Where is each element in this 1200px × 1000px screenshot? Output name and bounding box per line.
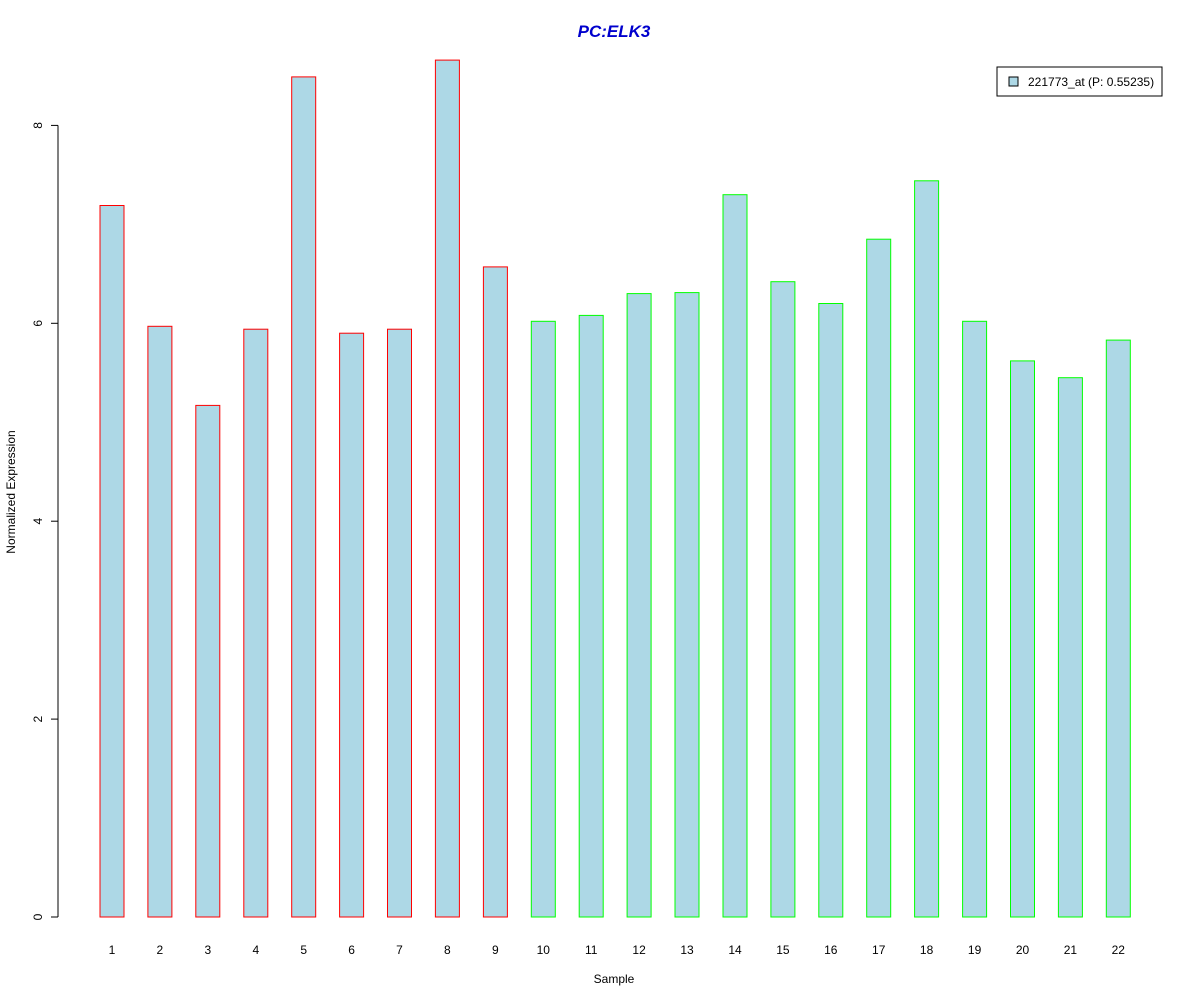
bar	[578, 314, 604, 918]
y-tick-label: 4	[31, 518, 45, 525]
x-tick-label: 10	[537, 943, 551, 957]
bar	[1057, 377, 1083, 918]
x-tick-label: 20	[1016, 943, 1030, 957]
bar	[99, 205, 125, 918]
x-tick-label: 11	[585, 943, 598, 957]
bars-group	[99, 59, 1131, 918]
x-tick-label: 5	[300, 943, 307, 957]
x-tick-label: 3	[204, 943, 211, 957]
x-tick-label: 1	[109, 943, 116, 957]
bar	[291, 76, 317, 918]
legend-label: 221773_at (P: 0.55235)	[1028, 75, 1154, 89]
x-tick-label: 12	[632, 943, 646, 957]
x-tick-label: 15	[776, 943, 790, 957]
bar	[866, 238, 892, 918]
legend-swatch	[1008, 76, 1019, 87]
bar	[914, 180, 940, 918]
bar	[387, 328, 412, 918]
x-axis-label: Sample	[594, 972, 635, 986]
bar	[482, 266, 508, 918]
bar	[339, 332, 365, 918]
x-tick-label: 16	[824, 943, 838, 957]
bar	[530, 320, 556, 918]
bar	[243, 328, 269, 918]
x-tick-label: 22	[1112, 943, 1126, 957]
y-tick-label: 2	[31, 715, 45, 722]
bar	[818, 303, 844, 918]
y-tick-label: 8	[31, 122, 45, 129]
bar	[722, 194, 748, 918]
bar	[962, 320, 988, 918]
x-tick-label: 19	[968, 943, 982, 957]
x-tick-label: 17	[872, 943, 886, 957]
x-tick-label: 9	[492, 943, 499, 957]
y-axis-label: Normalized Expression	[4, 430, 18, 553]
x-tick-labels: 1 2 3 4 5 6 7 8 9 10 11 12 13 14 15 16 17 18 19 20 21 22	[109, 943, 1126, 957]
x-tick-label: 21	[1064, 943, 1078, 957]
bar	[770, 281, 796, 918]
bar	[1010, 360, 1035, 918]
bar	[195, 404, 221, 918]
bar	[626, 293, 652, 918]
x-tick-label: 13	[680, 943, 694, 957]
x-tick-label: 18	[920, 943, 934, 957]
bar	[674, 292, 700, 918]
x-tick-label: 14	[728, 943, 742, 957]
bar	[434, 59, 460, 918]
x-tick-label: 8	[444, 943, 451, 957]
y-tick-label: 0	[31, 913, 45, 920]
y-tick-label: 6	[31, 320, 45, 327]
x-tick-label: 4	[252, 943, 259, 957]
y-axis: 0 2 4 6 8	[31, 122, 59, 920]
legend: 221773_at (P: 0.55235)	[996, 66, 1163, 97]
bar	[1105, 339, 1131, 918]
bar	[147, 325, 173, 918]
legend-box	[996, 66, 1163, 97]
x-tick-label: 7	[396, 943, 403, 957]
x-tick-label: 2	[157, 943, 164, 957]
chart-title: PC:ELK3	[578, 22, 651, 41]
x-tick-label: 6	[348, 943, 355, 957]
